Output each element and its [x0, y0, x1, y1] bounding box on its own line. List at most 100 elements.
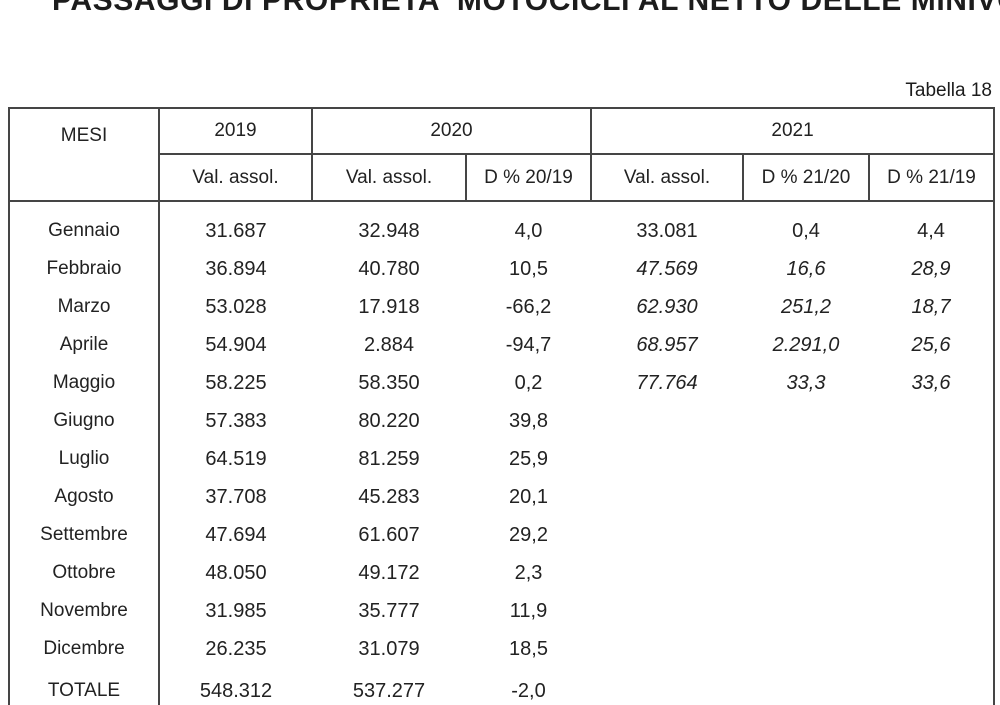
value-2019: 26.235: [205, 637, 267, 660]
header-delta-21-20: D % 21/20: [742, 153, 870, 202]
value-2021: [591, 402, 743, 440]
delta-20-19: 2,3: [514, 561, 543, 584]
value-2021: [591, 630, 743, 668]
header-year-2019: 2019: [158, 107, 313, 155]
value-2021: [591, 554, 743, 592]
value-2020: 61.607: [358, 523, 420, 546]
table-row: Ottobre 48.050 49.172 2,3: [8, 554, 996, 592]
delta-20-19: 0,2: [514, 371, 543, 394]
total-2020: 537.277: [352, 679, 426, 702]
value-2019: 37.708: [205, 485, 267, 508]
delta-21-20: [743, 402, 869, 440]
delta-21-19: 25,6: [869, 326, 996, 364]
delta-21-20: 33,3: [786, 371, 826, 394]
total-delta-20-19: -2,0: [511, 679, 546, 702]
delta-21-19: 4,4: [869, 201, 996, 250]
row-label-month: Gennaio: [8, 201, 160, 250]
header-delta-20-19: D % 20/19: [465, 153, 592, 202]
delta-20-19: -94,7: [505, 333, 552, 356]
delta-20-19: 29,2: [509, 523, 548, 546]
value-2019: 31.985: [205, 599, 267, 622]
value-2019: 64.519: [205, 447, 267, 470]
value-2019: 36.894: [205, 257, 267, 280]
table-row: Giugno 57.383 80.220 39,8: [8, 402, 996, 440]
row-label-month: Dicembre: [8, 630, 160, 668]
header-years-row: MESI 2019 2020 2021: [8, 107, 996, 202]
total-2021: [591, 668, 743, 705]
value-2019: 57.383: [205, 409, 267, 432]
row-label-month: Settembre: [8, 516, 160, 554]
delta-21-19: [869, 630, 996, 668]
transfers-table: MESI 2019 2020 2021 Val. assol. Val. ass…: [8, 107, 996, 705]
header-val-assol-2020: Val. assol.: [311, 153, 467, 202]
value-2020: 58.350: [358, 371, 420, 394]
delta-20-19: 20,1: [509, 485, 548, 508]
value-2021: [591, 440, 743, 478]
total-row: TOTALE 548.312 537.277 -2,0: [8, 668, 996, 705]
value-2020: 49.172: [358, 561, 420, 584]
delta-21-20: 251,2: [780, 295, 832, 318]
value-2021: 62.930: [636, 295, 698, 318]
value-2019: 48.050: [205, 561, 267, 584]
delta-21-19: 28,9: [869, 250, 996, 288]
delta-21-19: [869, 402, 996, 440]
table-row: Agosto 37.708 45.283 20,1: [8, 478, 996, 516]
value-2021: [591, 478, 743, 516]
value-2019: 54.904: [205, 333, 267, 356]
row-label-month: Aprile: [8, 326, 160, 364]
table-row: Luglio 64.519 81.259 25,9: [8, 440, 996, 478]
value-2020: 2.884: [363, 333, 415, 356]
value-2021: 47.569: [636, 257, 698, 280]
delta-21-20: [743, 516, 869, 554]
delta-21-20: [743, 554, 869, 592]
row-label-month: Febbraio: [8, 250, 160, 288]
delta-21-20: 2.291,0: [772, 333, 840, 356]
value-2019: 53.028: [205, 295, 267, 318]
delta-21-19: [869, 516, 996, 554]
value-2020: 32.948: [358, 219, 420, 242]
table-row: Novembre 31.985 35.777 11,9: [8, 592, 996, 630]
delta-20-19: 39,8: [509, 409, 548, 432]
table-row: Dicembre 26.235 31.079 18,5: [8, 630, 996, 668]
value-2019: 58.225: [205, 371, 267, 394]
table-row: Aprile 54.904 2.884 -94,7 68.957 2.291,0…: [8, 326, 996, 364]
total-label: TOTALE: [8, 668, 160, 705]
delta-20-19: 25,9: [509, 447, 548, 470]
table-body: Gennaio 31.687 32.948 4,0 33.081 0,4 4,4…: [8, 201, 996, 705]
value-2021: 68.957: [636, 333, 698, 356]
value-2019: 47.694: [205, 523, 267, 546]
total-delta-21-19: [869, 668, 996, 705]
row-label-month: Marzo: [8, 288, 160, 326]
value-2020: 81.259: [358, 447, 420, 470]
row-label-month: Giugno: [8, 402, 160, 440]
delta-21-19: [869, 478, 996, 516]
value-2020: 80.220: [358, 409, 420, 432]
value-2021: 77.764: [636, 371, 698, 394]
row-label-month: Ottobre: [8, 554, 160, 592]
value-2020: 35.777: [358, 599, 420, 622]
value-2020: 45.283: [358, 485, 420, 508]
delta-21-19: [869, 440, 996, 478]
table-row: Marzo 53.028 17.918 -66,2 62.930 251,2 1…: [8, 288, 996, 326]
delta-20-19: 4,0: [514, 219, 543, 242]
delta-20-19: 10,5: [509, 257, 548, 280]
header-year-2021: 2021: [589, 107, 996, 155]
table-number-label: Tabella 18: [905, 80, 992, 101]
delta-21-19: 18,7: [869, 288, 996, 326]
table-row: Febbraio 36.894 40.780 10,5 47.569 16,6 …: [8, 250, 996, 288]
header-measures-row: Val. assol. Val. assol. D % 20/19 Val. a…: [9, 153, 996, 202]
delta-21-20: [743, 630, 869, 668]
header-val-assol-2019: Val. assol.: [158, 153, 313, 202]
row-label-month: Luglio: [8, 440, 160, 478]
value-2021: [591, 516, 743, 554]
table-row: Gennaio 31.687 32.948 4,0 33.081 0,4 4,4: [8, 201, 996, 250]
header-year-2020: 2020: [311, 107, 592, 155]
header-delta-21-19: D % 21/19: [867, 153, 996, 202]
page-title: PASSAGGI DI PROPRIETA' MOTOCICLI AL NETT…: [52, 0, 1000, 17]
value-2021: [591, 592, 743, 630]
delta-21-20: [743, 478, 869, 516]
row-label-month: Agosto: [8, 478, 160, 516]
value-2020: 17.918: [358, 295, 420, 318]
delta-20-19: 11,9: [509, 599, 548, 622]
delta-20-19: -66,2: [505, 295, 552, 318]
